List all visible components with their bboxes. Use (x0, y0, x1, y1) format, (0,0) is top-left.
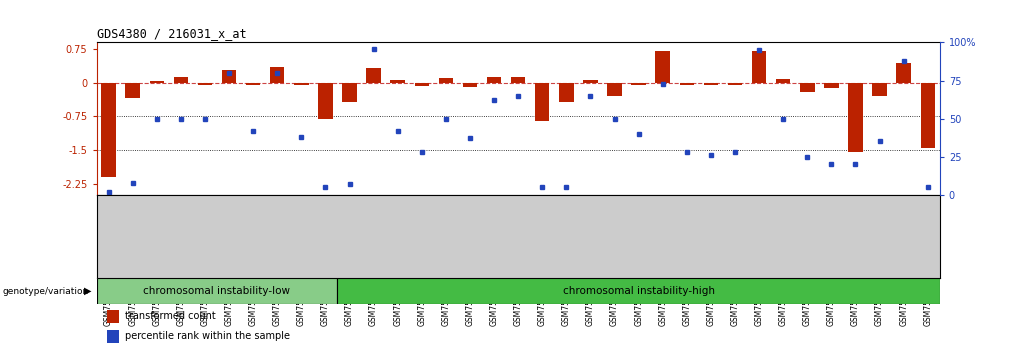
Bar (198, 83, 212, 85)
Text: GDS4380 / 216031_x_at: GDS4380 / 216031_x_at (97, 27, 246, 40)
Bar (270, 67, 284, 83)
Bar (390, 80, 405, 83)
Bar (680, 83, 694, 85)
Bar (367, 68, 381, 83)
Bar (511, 76, 525, 83)
Bar (727, 83, 743, 85)
Bar (752, 51, 766, 83)
Bar (149, 80, 164, 83)
Bar (704, 83, 718, 85)
Text: ▶: ▶ (84, 286, 91, 296)
Bar (107, 310, 119, 323)
Bar (246, 83, 260, 85)
Bar (294, 83, 309, 85)
Bar (102, 83, 116, 177)
Bar (107, 330, 119, 343)
Bar (97, 278, 337, 304)
Bar (896, 63, 911, 83)
Text: genotype/variation: genotype/variation (2, 287, 88, 296)
Bar (920, 83, 935, 148)
Bar (848, 83, 863, 152)
Bar (873, 83, 887, 96)
Bar (221, 70, 237, 83)
Bar (631, 83, 646, 85)
Text: transformed count: transformed count (125, 311, 215, 321)
Bar (535, 83, 550, 121)
Bar (342, 83, 357, 102)
Bar (415, 83, 429, 86)
Text: chromosomal instability-high: chromosomal instability-high (563, 286, 714, 296)
Bar (800, 83, 815, 92)
Bar (318, 83, 332, 120)
Bar (776, 79, 790, 83)
Bar (824, 83, 838, 88)
Bar (559, 83, 574, 102)
Text: percentile rank within the sample: percentile rank within the sample (125, 331, 290, 341)
Bar (608, 83, 622, 96)
Bar (439, 78, 453, 83)
Bar (583, 80, 597, 83)
Bar (487, 78, 501, 83)
Bar (655, 51, 670, 83)
Bar (174, 78, 188, 83)
Bar (337, 278, 940, 304)
Text: chromosomal instability-low: chromosomal instability-low (143, 286, 291, 296)
Bar (125, 83, 140, 98)
Bar (462, 83, 478, 87)
